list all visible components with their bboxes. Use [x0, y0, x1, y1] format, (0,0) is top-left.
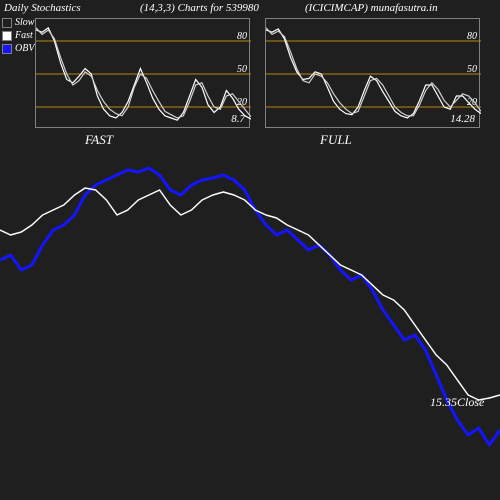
- panel-label-fast: FAST: [85, 132, 113, 148]
- legend-swatch: [2, 44, 12, 54]
- title-right: (ICICIMCAP) munafasutra.in: [305, 2, 438, 14]
- legend-label: OBV: [15, 43, 34, 54]
- svg-text:50: 50: [467, 64, 477, 75]
- mini-panel-full: 205080 14.28: [265, 18, 480, 128]
- stochastic-full-chart: 205080: [266, 19, 481, 129]
- mini-panel-fast: 205080 8.7: [35, 18, 250, 128]
- svg-text:50: 50: [237, 64, 247, 75]
- stochastic-fast-chart: 205080: [36, 19, 251, 129]
- close-price-label: 15.35Close: [430, 395, 484, 410]
- panel-label-full: FULL: [320, 132, 352, 148]
- svg-text:80: 80: [467, 31, 477, 42]
- full-value-label: 14.28: [450, 113, 475, 125]
- title-left: Daily Stochastics: [4, 2, 81, 14]
- chart-header: Daily Stochastics (14,3,3) Charts for 53…: [0, 2, 500, 18]
- legend-swatch: [2, 31, 12, 41]
- main-price-chart: [0, 150, 500, 500]
- title-center: (14,3,3) Charts for 539980: [140, 2, 259, 14]
- fast-value-label: 8.7: [231, 113, 245, 125]
- legend-swatch: [2, 18, 12, 28]
- svg-text:80: 80: [237, 31, 247, 42]
